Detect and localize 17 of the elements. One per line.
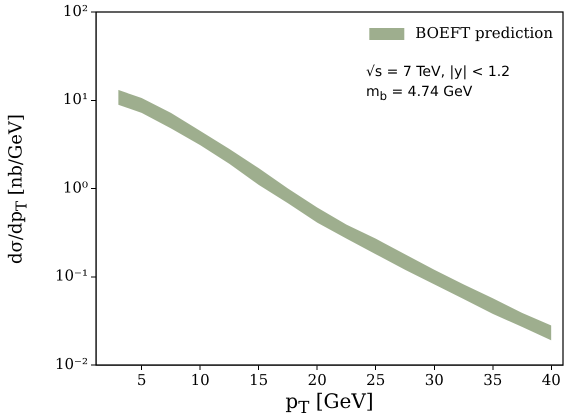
y-tick-label: 10² xyxy=(62,2,88,20)
x-tick-label: 15 xyxy=(249,370,268,389)
x-tick-label: 5 xyxy=(136,370,146,389)
x-tick-label: 40 xyxy=(542,370,561,389)
x-tick-label: 10 xyxy=(190,370,210,389)
x-tick-label: 35 xyxy=(483,370,502,389)
x-axis-title: p$_{T}$ [GeV] xyxy=(285,389,374,417)
legend-label: BOEFT prediction xyxy=(415,24,554,42)
x-tick-label: 30 xyxy=(424,370,444,389)
y-tick-label: 10⁻¹ xyxy=(54,266,88,285)
x-tick-label: 20 xyxy=(308,370,327,389)
x-tick-label: 25 xyxy=(366,370,386,389)
annotation: m$_{b}$ = 4.74 GeV xyxy=(366,84,472,103)
y-tick-label: 10¹ xyxy=(62,90,88,108)
y-tick-label: 10⁰ xyxy=(62,178,88,196)
y-tick-label: 10⁻² xyxy=(54,354,88,373)
annotation: √s = 7 TeV, |y| < 1.2 xyxy=(366,64,510,80)
